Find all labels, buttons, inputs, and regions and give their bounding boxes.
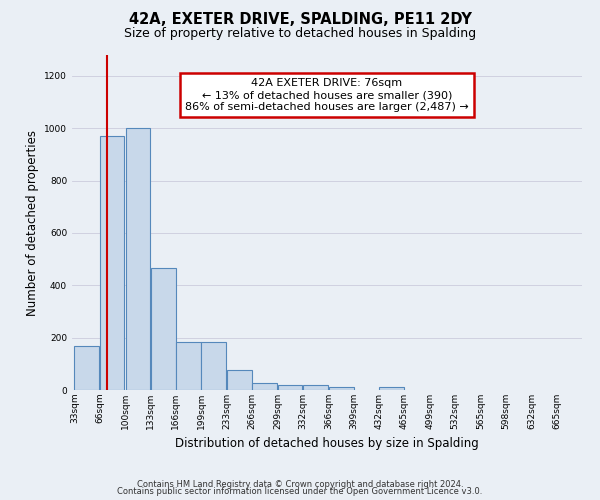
Bar bbox=[100, 136, 124, 390]
Text: Contains HM Land Registry data © Crown copyright and database right 2024.: Contains HM Land Registry data © Crown c… bbox=[137, 480, 463, 489]
Bar bbox=[278, 385, 302, 390]
Bar bbox=[125, 128, 151, 390]
Bar bbox=[151, 268, 176, 390]
Bar bbox=[201, 342, 226, 390]
Text: Size of property relative to detached houses in Spalding: Size of property relative to detached ho… bbox=[124, 28, 476, 40]
Bar bbox=[74, 346, 99, 390]
Bar bbox=[227, 370, 252, 390]
Y-axis label: Number of detached properties: Number of detached properties bbox=[26, 130, 38, 316]
Text: Contains public sector information licensed under the Open Government Licence v3: Contains public sector information licen… bbox=[118, 487, 482, 496]
X-axis label: Distribution of detached houses by size in Spalding: Distribution of detached houses by size … bbox=[175, 438, 479, 450]
Text: 42A EXETER DRIVE: 76sqm
← 13% of detached houses are smaller (390)
86% of semi-d: 42A EXETER DRIVE: 76sqm ← 13% of detache… bbox=[185, 78, 469, 112]
Text: 42A, EXETER DRIVE, SPALDING, PE11 2DY: 42A, EXETER DRIVE, SPALDING, PE11 2DY bbox=[128, 12, 472, 28]
Bar bbox=[329, 388, 353, 390]
Bar bbox=[303, 385, 328, 390]
Bar bbox=[253, 384, 277, 390]
Bar bbox=[379, 388, 404, 390]
Bar bbox=[176, 342, 201, 390]
